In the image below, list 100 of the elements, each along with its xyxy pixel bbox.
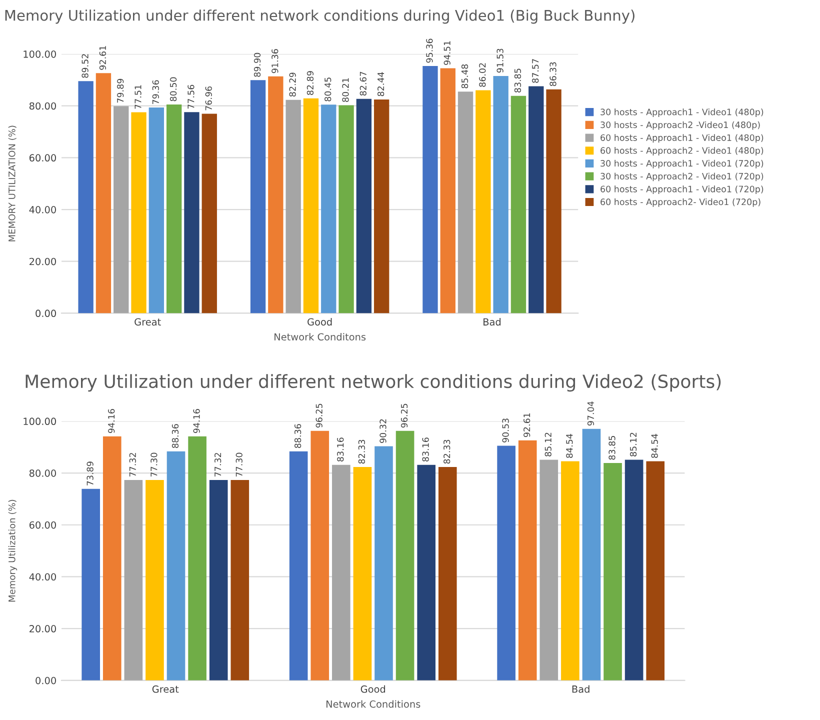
bar (353, 467, 372, 680)
data-label: 91.36 (272, 49, 278, 74)
data-label: 83.16 (337, 438, 344, 462)
y-tick-label: 40.00 (29, 206, 56, 214)
y-tick-label: 60.00 (29, 154, 56, 162)
data-label: 94.16 (108, 409, 115, 434)
y-tick-label: 0.00 (36, 676, 56, 684)
data-label: 82.33 (358, 440, 365, 464)
bar (374, 446, 393, 680)
data-label: 89.52 (82, 54, 88, 78)
bar (332, 464, 350, 680)
y-tick-label: 20.00 (30, 625, 56, 632)
data-label: 80.21 (342, 78, 349, 102)
bar (528, 86, 544, 314)
bar (289, 451, 308, 680)
bar (417, 464, 436, 680)
bar (188, 436, 206, 680)
x-axis-title: Network Conditions (326, 700, 420, 708)
bar (102, 436, 122, 680)
data-label: 77.51 (134, 85, 142, 109)
bar (114, 106, 129, 314)
bar (82, 488, 100, 680)
legend-label: 60 hosts - Approach2- Video1 (720p) (600, 198, 760, 207)
data-label: 94.51 (444, 41, 450, 65)
bar (646, 461, 665, 680)
legend-label: 60 hosts - Approach1 - Video1 (720p) (600, 186, 764, 194)
data-label: 77.30 (150, 452, 158, 477)
bar (458, 92, 474, 314)
data-label: 92.61 (524, 413, 530, 438)
data-label: 96.25 (316, 404, 322, 428)
bar (96, 73, 112, 314)
bar (546, 89, 562, 314)
data-label: 77.56 (188, 84, 194, 109)
y-tick-label: 80.00 (29, 470, 56, 477)
bar (146, 480, 164, 680)
data-label: 94.16 (193, 409, 200, 434)
x-tick-label: Bad (484, 318, 501, 326)
y-tick-label: 60.00 (29, 521, 56, 529)
bar (148, 108, 164, 314)
bar (166, 451, 186, 680)
bar (582, 428, 601, 680)
data-label: 77.32 (214, 453, 222, 476)
data-label: 92.61 (99, 46, 106, 70)
data-label: 89.90 (254, 52, 261, 77)
bar (624, 460, 644, 680)
bar (202, 114, 217, 314)
data-label: 97.04 (587, 402, 594, 426)
data-label: 82.67 (360, 72, 366, 96)
bar (422, 66, 438, 314)
bar (540, 460, 558, 680)
data-label: 77.32 (129, 453, 136, 476)
data-label: 79.89 (117, 78, 124, 103)
bar (184, 112, 200, 314)
legend-label: 60 hosts - Approach2 - Video1 (480p) (600, 147, 764, 156)
data-label: 85.12 (544, 432, 552, 456)
data-label: 82.29 (289, 72, 296, 97)
legend-label: 30 hosts - Approach1 - Video1 (480p) (600, 108, 764, 117)
data-label: 91.53 (496, 48, 504, 73)
legend-label: 60 hosts - Approach1 - Video1 (480p) (600, 134, 764, 143)
y-tick-label: 100.00 (24, 418, 56, 426)
y-axis-title: Memory Utilization (%) (8, 500, 18, 602)
data-label: 90.32 (380, 419, 386, 443)
x-axis-title: Network Conditons (274, 333, 366, 341)
bar (166, 104, 182, 314)
bar (321, 104, 336, 314)
data-label: 86.02 (479, 63, 486, 87)
data-label: 85.48 (461, 64, 468, 88)
bar (78, 81, 94, 314)
data-label: 82.33 (444, 440, 450, 464)
bar (396, 430, 414, 680)
x-tick-label: Good (308, 318, 332, 326)
bar (561, 461, 580, 680)
data-label: 87.57 (532, 59, 539, 83)
y-tick-label: 100.00 (24, 50, 56, 58)
data-label: 88.36 (172, 424, 179, 448)
legend-label: 30 hosts - Approach2 -Video1 (480p) (600, 121, 760, 130)
data-label: 83.85 (608, 436, 616, 460)
y-tick-label: 20.00 (30, 258, 56, 266)
bar (124, 480, 143, 680)
bar (476, 90, 491, 314)
data-label: 77.30 (236, 452, 242, 477)
bar (510, 96, 526, 314)
y-tick-label: 80.00 (29, 102, 56, 110)
bar (286, 100, 301, 314)
y-axis-title: MEMORY UTILIZATION (%) (8, 126, 16, 242)
data-label: 85.12 (630, 432, 637, 456)
bar (338, 105, 354, 314)
bar (604, 463, 622, 680)
bar (209, 480, 228, 680)
bar (518, 440, 537, 680)
data-label: 80.45 (324, 78, 332, 102)
chart-title: Memory Utilization under different network conditions during Video2 (Sports) (26, 374, 721, 392)
x-tick-label: Great (152, 685, 179, 693)
data-label: 84.54 (651, 434, 658, 458)
data-label: 95.36 (426, 38, 433, 63)
x-tick-label: Good (360, 685, 386, 693)
y-tick-label: 0.00 (36, 310, 56, 318)
data-label: 83.16 (422, 438, 429, 462)
bar (438, 467, 457, 680)
x-tick-label: Great (134, 318, 161, 326)
